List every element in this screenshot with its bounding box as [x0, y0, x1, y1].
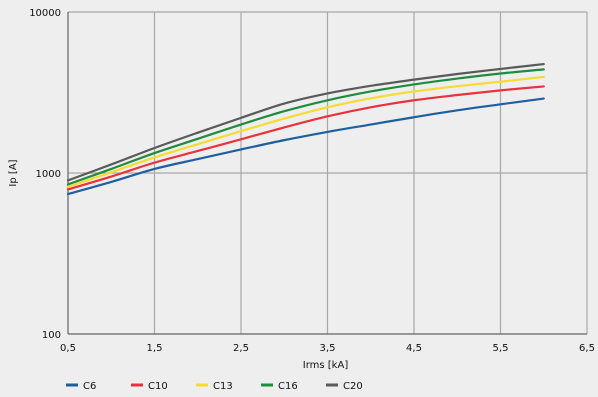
x-tick-label: 1,5 [147, 343, 163, 354]
legend-label-c10: C10 [148, 381, 168, 392]
x-tick-label: 4,5 [406, 343, 422, 354]
series-line-c16 [66, 68, 545, 186]
x-tick-label: 0,5 [60, 343, 76, 354]
x-tick-label: 2,5 [233, 343, 249, 354]
x-tick-label: 3,5 [320, 343, 336, 354]
legend-label-c16: C16 [278, 381, 298, 392]
grid [67, 11, 588, 335]
x-tick-label: 6,5 [579, 343, 595, 354]
legend-label-c6: C6 [83, 381, 96, 392]
x-tick-label: 5,5 [493, 343, 509, 354]
y-tick-label: 100 [42, 330, 61, 341]
legend-label-c20: C20 [343, 381, 363, 392]
series-line-c13 [66, 75, 545, 188]
y-tick-label: 10000 [29, 8, 61, 19]
legend: C6 C10 C13 C16 C20 [66, 381, 363, 392]
series-line-c10 [66, 85, 545, 191]
legend-label-c13: C13 [213, 381, 233, 392]
series-line-c20 [66, 62, 545, 182]
tick-labels: 0,5 1,5 2,5 3,5 4,5 5,5 6,5 100 1000 10000 [29, 8, 595, 354]
y-tick-label: 1000 [36, 169, 61, 180]
x-axis-title: Irms [kA] [303, 360, 349, 371]
y-axis-title: Ip [A] [8, 159, 19, 186]
series-group [66, 62, 545, 196]
series-line-c6 [66, 97, 545, 196]
